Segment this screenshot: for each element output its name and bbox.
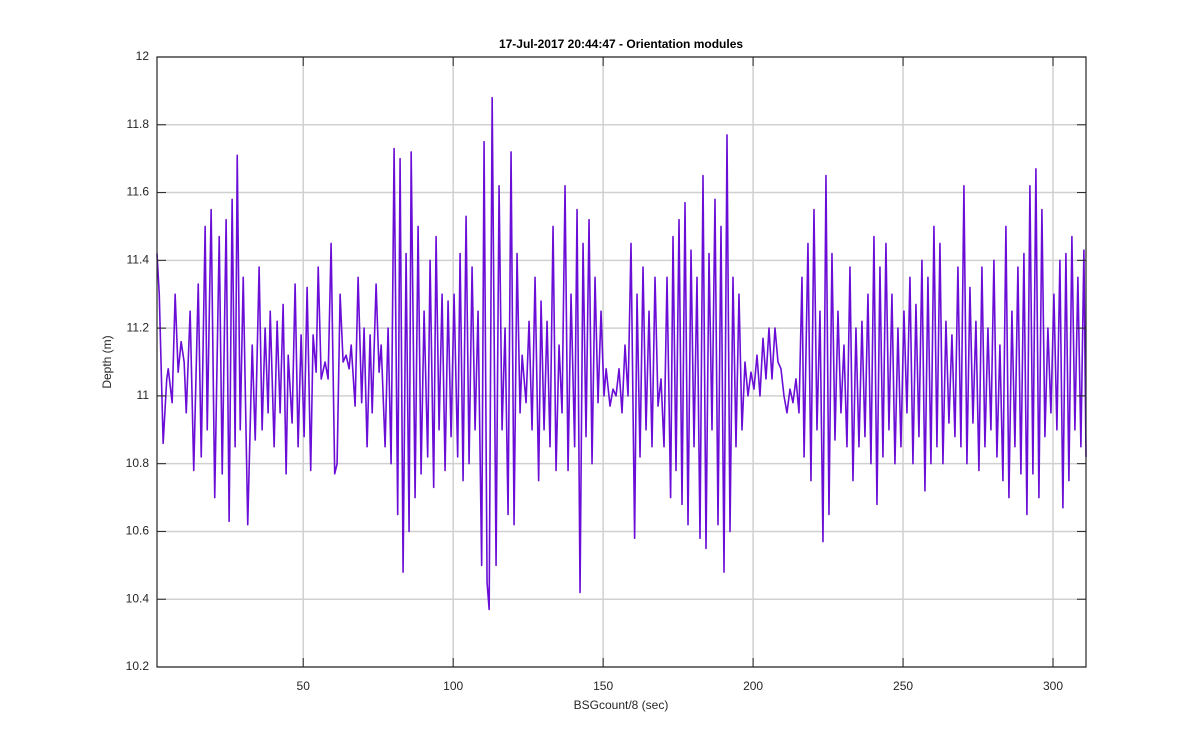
y-tick-label: 10.6 xyxy=(126,524,150,538)
ticks: 10.2 10.4 10.6 10.8 11 11.2 11.4 11.6 11.8 12 50 10… xyxy=(126,49,1086,693)
x-tick-label: 50 xyxy=(297,679,311,693)
chart-title: 17-Jul-2017 20:44:47 - Orientation modul… xyxy=(499,37,743,51)
y-tick-label: 11.4 xyxy=(127,253,150,267)
y-tick-label: 11.6 xyxy=(127,185,150,199)
x-tick-label: 300 xyxy=(1043,679,1063,693)
y-axis-label: Depth (m) xyxy=(100,335,114,388)
x-tick-label: 100 xyxy=(443,679,463,693)
x-tick-label: 200 xyxy=(743,679,763,693)
y-tick-label: 10.2 xyxy=(126,659,150,673)
y-tick-label: 12 xyxy=(136,49,150,63)
x-tick-label: 150 xyxy=(593,679,613,693)
y-tick-label: 11.8 xyxy=(127,117,150,131)
frame xyxy=(156,56,1087,668)
y-tick-label: 11 xyxy=(137,388,150,402)
x-axis-label: BSGcount/8 (sec) xyxy=(574,698,669,712)
x-tick-label: 250 xyxy=(893,679,913,693)
axes-box xyxy=(156,56,1087,668)
plot-lines xyxy=(156,96,1087,611)
y-tick-label: 10.8 xyxy=(126,456,150,470)
data-line xyxy=(156,96,1087,611)
y-tick-label: 11.2 xyxy=(127,320,150,334)
y-tick-label: 10.4 xyxy=(126,591,150,605)
